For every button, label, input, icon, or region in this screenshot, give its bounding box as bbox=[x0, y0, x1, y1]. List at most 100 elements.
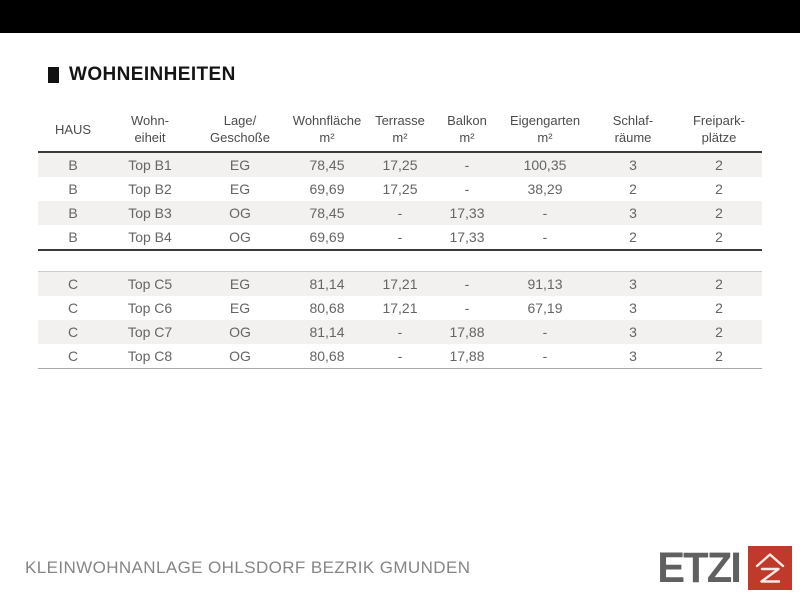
table-row: B Top B2 EG 69,69 17,25 - 38,29 2 2 bbox=[38, 177, 762, 201]
table-cell: 2 bbox=[715, 157, 723, 174]
table-cell: 78,45 bbox=[309, 157, 345, 174]
table-cell: - bbox=[542, 348, 548, 365]
table-row: C Top C6 EG 80,68 17,21 - 67,19 3 2 bbox=[38, 296, 762, 320]
table-cell: 3 bbox=[629, 324, 637, 341]
table-cell: 17,88 bbox=[449, 324, 485, 341]
table-cell: B bbox=[68, 157, 78, 174]
table-cell: B bbox=[68, 229, 78, 246]
table-row: C Top C8 OG 80,68 - 17,88 - 3 2 bbox=[38, 344, 762, 368]
table-cell: 69,69 bbox=[309, 181, 345, 198]
top-black-bar bbox=[0, 0, 800, 33]
table-cell: OG bbox=[229, 348, 251, 365]
column-header: Terrasse m² bbox=[375, 113, 425, 146]
table-row: B Top B3 OG 78,45 - 17,33 - 3 2 bbox=[38, 201, 762, 226]
table-cell: - bbox=[464, 300, 470, 317]
table-cell: 17,33 bbox=[449, 229, 485, 246]
table-cell: 2 bbox=[715, 276, 723, 293]
column-header: HAUS bbox=[54, 121, 92, 137]
column-header: Eigengarten m² bbox=[509, 113, 581, 146]
table-cell: - bbox=[464, 157, 470, 174]
table-cell: 2 bbox=[629, 181, 637, 198]
table-cell: EG bbox=[229, 181, 251, 198]
table-row: B Top B1 EG 78,45 17,25 - 100,35 3 2 bbox=[38, 153, 762, 178]
title-row: WOHNEINHEITEN bbox=[48, 64, 236, 86]
table-cell: 17,21 bbox=[382, 300, 418, 317]
table-cell: - bbox=[542, 205, 548, 222]
table-cell: C bbox=[67, 276, 79, 293]
table-row: C Top C5 EG 81,14 17,21 - 91,13 3 2 bbox=[38, 272, 762, 297]
table-header-row: HAUS Wohn- eiheit Lage/ Geschoße Wohnfläche… bbox=[38, 112, 762, 154]
etzi-logo-text: ETZI bbox=[657, 544, 742, 592]
table-cell: 3 bbox=[629, 348, 637, 365]
table-cell: 2 bbox=[715, 205, 723, 222]
table-cell: Top C5 bbox=[127, 276, 173, 293]
column-header: Balkon m² bbox=[447, 113, 487, 146]
table-cell: 78,45 bbox=[309, 205, 345, 222]
table-cell: EG bbox=[229, 157, 251, 174]
table-cell: C bbox=[67, 324, 79, 341]
table-cell: 81,14 bbox=[309, 276, 345, 293]
table-cell: - bbox=[542, 324, 548, 341]
page-footer: KLEINWOHNANLAGE OHLSDORF BEZRIK GMUNDEN … bbox=[25, 543, 792, 593]
table-cell: - bbox=[397, 348, 403, 365]
table-cell: 17,25 bbox=[382, 181, 418, 198]
table-cell: Top B2 bbox=[128, 181, 172, 198]
page-title: WOHNEINHEITEN bbox=[69, 64, 236, 85]
table-cell: 3 bbox=[629, 157, 637, 174]
table-cell: 2 bbox=[629, 229, 637, 246]
table-cell: EG bbox=[229, 300, 251, 317]
table-cell: Top B3 bbox=[128, 205, 172, 222]
table-cell: EG bbox=[229, 276, 251, 293]
table-block-b: B Top B1 EG 78,45 17,25 - 100,35 3 2 B Top B2 EG 69,… bbox=[38, 153, 762, 252]
table-cell: OG bbox=[229, 229, 251, 246]
table-cell: - bbox=[397, 229, 403, 246]
table-cell: - bbox=[464, 181, 470, 198]
table-cell: 3 bbox=[629, 276, 637, 293]
table-cell: 81,14 bbox=[309, 324, 345, 341]
table-block-c: C Top C5 EG 81,14 17,21 - 91,13 3 2 C Top C6 EG 80,6… bbox=[38, 271, 762, 370]
table-row: C Top C7 OG 81,14 - 17,88 - 3 2 bbox=[38, 320, 762, 345]
table-cell: C bbox=[67, 300, 79, 317]
table-cell: Top C6 bbox=[127, 300, 173, 317]
table-cell: 17,33 bbox=[449, 205, 485, 222]
table-cell: 2 bbox=[715, 348, 723, 365]
column-header: Wohn- eiheit bbox=[130, 113, 170, 146]
table-cell: 17,88 bbox=[449, 348, 485, 365]
table-cell: 3 bbox=[629, 300, 637, 317]
table-cell: 38,29 bbox=[527, 181, 563, 198]
etzi-house-monogram-icon bbox=[748, 546, 792, 590]
table-cell: Top B1 bbox=[128, 157, 172, 174]
table-cell: - bbox=[542, 229, 548, 246]
table-cell: Top C8 bbox=[127, 348, 173, 365]
units-table: HAUS Wohn- eiheit Lage/ Geschoße Wohnfläche… bbox=[38, 112, 762, 370]
table-cell: 100,35 bbox=[523, 157, 567, 174]
table-cell: 2 bbox=[715, 229, 723, 246]
table-row: B Top B4 OG 69,69 - 17,33 - 2 2 bbox=[38, 225, 762, 249]
table-cell: 80,68 bbox=[309, 348, 345, 365]
title-bullet-square-icon bbox=[48, 67, 59, 83]
column-header: Lage/ Geschoße bbox=[210, 113, 270, 146]
project-name-text: KLEINWOHNANLAGE OHLSDORF BEZRIK GMUNDEN bbox=[25, 558, 471, 577]
table-cell: B bbox=[68, 205, 78, 222]
table-cell: Top C7 bbox=[127, 324, 173, 341]
table-cell: - bbox=[397, 205, 403, 222]
table-cell: 2 bbox=[715, 324, 723, 341]
table-cell: 80,68 bbox=[309, 300, 345, 317]
table-cell: 67,19 bbox=[527, 300, 563, 317]
column-header: Schlaf- räume bbox=[612, 113, 654, 146]
table-cell: OG bbox=[229, 324, 251, 341]
table-cell: 91,13 bbox=[527, 276, 563, 293]
etzi-logo: ETZI bbox=[656, 546, 792, 590]
table-cell: 2 bbox=[715, 300, 723, 317]
table-cell: 17,25 bbox=[382, 157, 418, 174]
table-cell: 2 bbox=[715, 181, 723, 198]
table-cell: - bbox=[464, 276, 470, 293]
table-cell: B bbox=[68, 181, 78, 198]
table-cell: C bbox=[67, 348, 79, 365]
column-header: Freipark- plätze bbox=[692, 113, 745, 146]
table-cell: 17,21 bbox=[382, 276, 418, 293]
table-cell: OG bbox=[229, 205, 251, 222]
table-cell: - bbox=[397, 324, 403, 341]
table-cell: 3 bbox=[629, 205, 637, 222]
